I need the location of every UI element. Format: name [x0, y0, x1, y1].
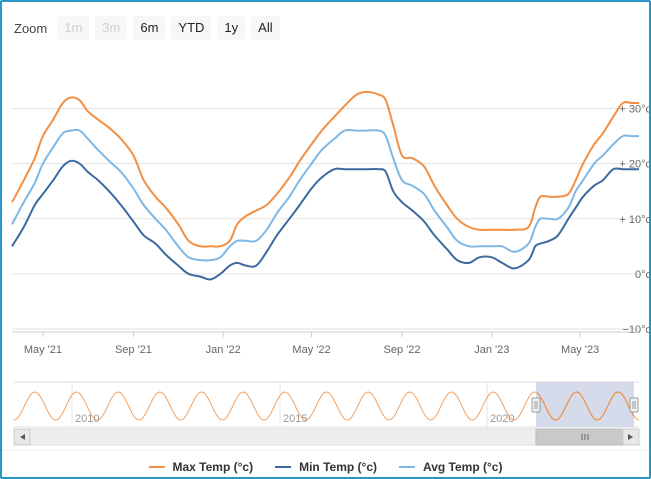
legend-min-temp[interactable]: Min Temp (°c)	[275, 460, 377, 474]
y-tick-label: + 20°c	[619, 159, 649, 171]
zoom-6m-button[interactable]: 6m	[133, 16, 166, 40]
zoom-3m-button[interactable]: 3m	[95, 16, 128, 40]
zoom-1m-button[interactable]: 1m	[57, 16, 90, 40]
legend-avg-label: Avg Temp (°c)	[423, 460, 503, 474]
series-line-max	[11, 91, 639, 248]
legend-avg-temp[interactable]: Avg Temp (°c)	[399, 460, 502, 474]
legend-min-label: Min Temp (°c)	[299, 460, 377, 474]
series-line-min	[11, 159, 639, 281]
y-tick-label: + 30°c	[619, 104, 649, 116]
series-line-avg	[11, 128, 639, 262]
x-tick-label: Jan '23	[474, 344, 509, 356]
zoom-label: Zoom	[14, 20, 48, 36]
x-tick-label: May '21	[24, 344, 62, 356]
legend-min-swatch	[275, 466, 292, 468]
navigator-year-label: 2015	[283, 413, 307, 425]
navigator-left-handle[interactable]	[531, 397, 541, 413]
y-tick-label: −10°c	[622, 324, 649, 336]
zoom-1y-button[interactable]: 1y	[217, 16, 246, 40]
x-tick-label: Sep '22	[384, 344, 421, 356]
zoom-all-button[interactable]: All	[251, 16, 280, 40]
legend-max-temp[interactable]: Max Temp (°c)	[148, 460, 254, 474]
legend: Max Temp (°c) Min Temp (°c) Avg Temp (°c…	[2, 460, 649, 474]
legend-avg-swatch	[399, 466, 415, 468]
x-tick-label: Sep '21	[115, 344, 152, 356]
navigator-selected-range	[536, 382, 634, 427]
x-tick-label: May '23	[561, 344, 599, 356]
navigator-series-line	[13, 391, 640, 421]
navigator-selected-series	[536, 391, 635, 421]
y-tick-label: 0°c	[635, 269, 649, 281]
chart-svg: −10°c 0°c + 10°c + 20°c + 30°c May '21 Sep '21…	[2, 91, 649, 451]
legend-max-swatch	[148, 466, 165, 468]
range-selector: Zoom 1m 3m 6m YTD 1y All	[14, 15, 280, 41]
x-tick-label: May '22	[292, 344, 330, 356]
x-tick-label: Jan '22	[206, 344, 241, 356]
navigator-year-label: 2010	[75, 413, 99, 425]
legend-max-label: Max Temp (°c)	[172, 460, 254, 474]
navigator-right-handle[interactable]	[629, 397, 639, 413]
scroll-right-arrow-icon	[628, 434, 633, 440]
y-tick-label: + 10°c	[619, 214, 649, 226]
scroll-left-arrow-icon	[20, 434, 25, 440]
zoom-ytd-button[interactable]: YTD	[171, 16, 212, 40]
